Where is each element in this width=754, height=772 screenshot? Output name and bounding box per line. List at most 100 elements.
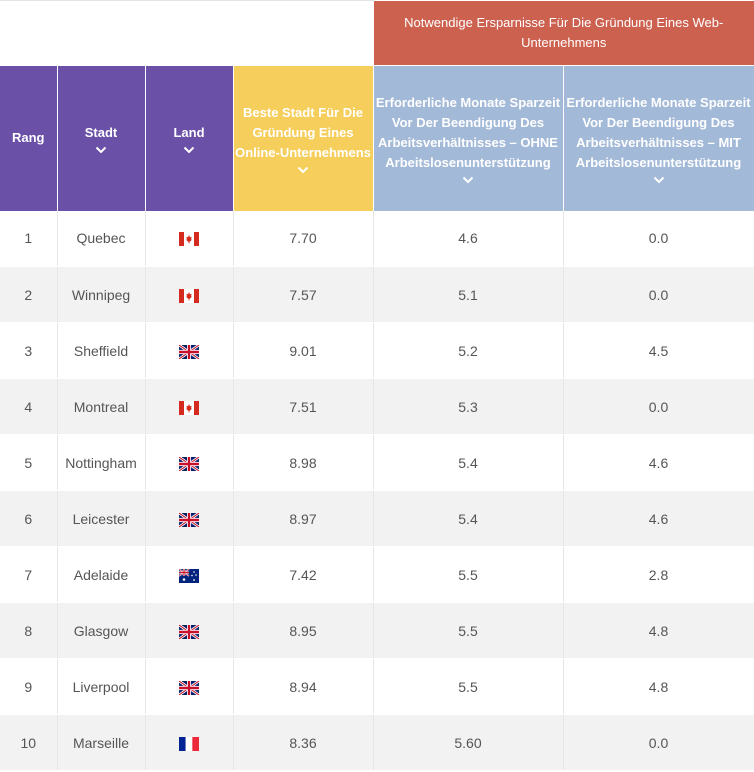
column-header-country-label: Land [173, 124, 205, 140]
months-with-cell: 4.6 [563, 434, 754, 491]
column-header-score-label: Beste Stadt Für Die Gründung Eines Onlin… [235, 104, 371, 160]
table-row: 2 Winnipeg 7.57 5.1 0.0 [0, 266, 754, 323]
months-without-cell: 5.60 [373, 714, 564, 771]
city-cell: Nottingham [57, 434, 146, 491]
chevron-down-icon[interactable] [653, 176, 665, 184]
country-cell [145, 546, 234, 603]
country-cell [145, 266, 234, 323]
rank-cell: 2 [0, 266, 58, 323]
table-row: 4 Montreal 7.51 5.3 0.0 [0, 378, 754, 435]
score-cell: 7.57 [233, 266, 374, 323]
city-cell: Glasgow [57, 602, 146, 659]
months-without-cell: 5.4 [373, 490, 564, 547]
group-header-row: Notwendige Ersparnisse Für Die Gründung … [0, 0, 754, 66]
score-cell: 7.70 [233, 210, 374, 267]
rank-cell: 6 [0, 490, 58, 547]
column-header-city[interactable]: Stadt [57, 65, 146, 211]
table-row: 7 Adelaide 7.42 5.5 2.8 [0, 546, 754, 603]
country-cell [145, 658, 234, 715]
city-cell: Quebec [57, 210, 146, 267]
chevron-down-icon[interactable] [297, 166, 309, 174]
table-row: 8 Glasgow 8.95 5.5 4.8 [0, 602, 754, 659]
column-header-rank-label: Rang [12, 130, 45, 145]
table-row: 6 Leicester 8.97 5.4 4.6 [0, 490, 754, 547]
city-cell: Marseille [57, 714, 146, 771]
months-without-cell: 5.5 [373, 546, 564, 603]
table-body: 1 Quebec 7.70 4.6 0.0 2 Winnipeg 7.57 5.… [0, 210, 754, 771]
score-cell: 7.42 [233, 546, 374, 603]
score-cell: 8.98 [233, 434, 374, 491]
canada-flag-icon [179, 232, 199, 247]
score-cell: 8.97 [233, 490, 374, 547]
country-cell [145, 322, 234, 379]
table-row: 9 Liverpool 8.94 5.5 4.8 [0, 658, 754, 715]
months-without-cell: 5.5 [373, 602, 564, 659]
column-header-rank: Rang [0, 65, 58, 211]
canada-flag-icon [179, 400, 199, 415]
header-spacer [0, 0, 373, 66]
months-without-cell: 5.4 [373, 434, 564, 491]
months-without-cell: 5.5 [373, 658, 564, 715]
column-header-months-without-label: Erforderliche Monate Sparzeit Vor Der Be… [375, 94, 561, 170]
months-with-cell: 4.8 [563, 602, 754, 659]
uk-flag-icon [178, 343, 200, 360]
table-row: 5 Nottingham 8.98 5.4 4.6 [0, 434, 754, 491]
rank-cell: 10 [0, 714, 58, 771]
chevron-down-icon[interactable] [183, 146, 195, 154]
chevron-down-icon[interactable] [95, 146, 107, 154]
country-cell [145, 378, 234, 435]
table-row: 10 Marseille 8.36 5.60 0.0 [0, 714, 754, 771]
table-row: 1 Quebec 7.70 4.6 0.0 [0, 210, 754, 267]
table-row: 3 Sheffield 9.01 5.2 4.5 [0, 322, 754, 379]
city-cell: Liverpool [57, 658, 146, 715]
months-with-cell: 0.0 [563, 266, 754, 323]
months-with-cell: 0.0 [563, 378, 754, 435]
months-with-cell: 0.0 [563, 714, 754, 771]
country-cell [145, 490, 234, 547]
score-cell: 7.51 [233, 378, 374, 435]
city-cell: Montreal [57, 378, 146, 435]
city-cell: Sheffield [57, 322, 146, 379]
months-with-cell: 4.8 [563, 658, 754, 715]
months-without-cell: 4.6 [373, 210, 564, 267]
column-header-months-with-label: Erforderliche Monate Sparzeit Vor Der Be… [566, 94, 751, 170]
rank-cell: 5 [0, 434, 58, 491]
rank-cell: 3 [0, 322, 58, 379]
months-without-cell: 5.2 [373, 322, 564, 379]
column-header-months-without[interactable]: Erforderliche Monate Sparzeit Vor Der Be… [373, 65, 564, 211]
score-cell: 9.01 [233, 322, 374, 379]
city-cell: Leicester [57, 490, 146, 547]
france-flag-icon [179, 736, 199, 751]
city-cell: Winnipeg [57, 266, 146, 323]
country-cell [145, 714, 234, 771]
column-header-score[interactable]: Beste Stadt Für Die Gründung Eines Onlin… [233, 65, 374, 211]
uk-flag-icon [178, 623, 200, 640]
country-cell [145, 210, 234, 267]
months-without-cell: 5.1 [373, 266, 564, 323]
chevron-down-icon[interactable] [462, 176, 474, 184]
rank-cell: 8 [0, 602, 58, 659]
country-cell [145, 602, 234, 659]
rank-cell: 1 [0, 210, 58, 267]
column-header-city-label: Stadt [84, 124, 118, 140]
column-header-row: Rang Stadt Land Beste Stadt Für Die Grün… [0, 65, 754, 211]
rank-cell: 9 [0, 658, 58, 715]
months-with-cell: 2.8 [563, 546, 754, 603]
months-with-cell: 4.5 [563, 322, 754, 379]
uk-flag-icon [178, 679, 200, 696]
australia-flag-icon [178, 567, 199, 583]
months-without-cell: 5.3 [373, 378, 564, 435]
city-cell: Adelaide [57, 546, 146, 603]
months-with-cell: 4.6 [563, 490, 754, 547]
score-cell: 8.36 [233, 714, 374, 771]
savings-group-header: Notwendige Ersparnisse Für Die Gründung … [372, 0, 754, 66]
column-header-country[interactable]: Land [145, 65, 234, 211]
canada-flag-icon [179, 288, 199, 303]
score-cell: 8.94 [233, 658, 374, 715]
uk-flag-icon [178, 455, 200, 472]
country-cell [145, 434, 234, 491]
score-cell: 8.95 [233, 602, 374, 659]
months-with-cell: 0.0 [563, 210, 754, 267]
column-header-months-with[interactable]: Erforderliche Monate Sparzeit Vor Der Be… [563, 65, 754, 211]
